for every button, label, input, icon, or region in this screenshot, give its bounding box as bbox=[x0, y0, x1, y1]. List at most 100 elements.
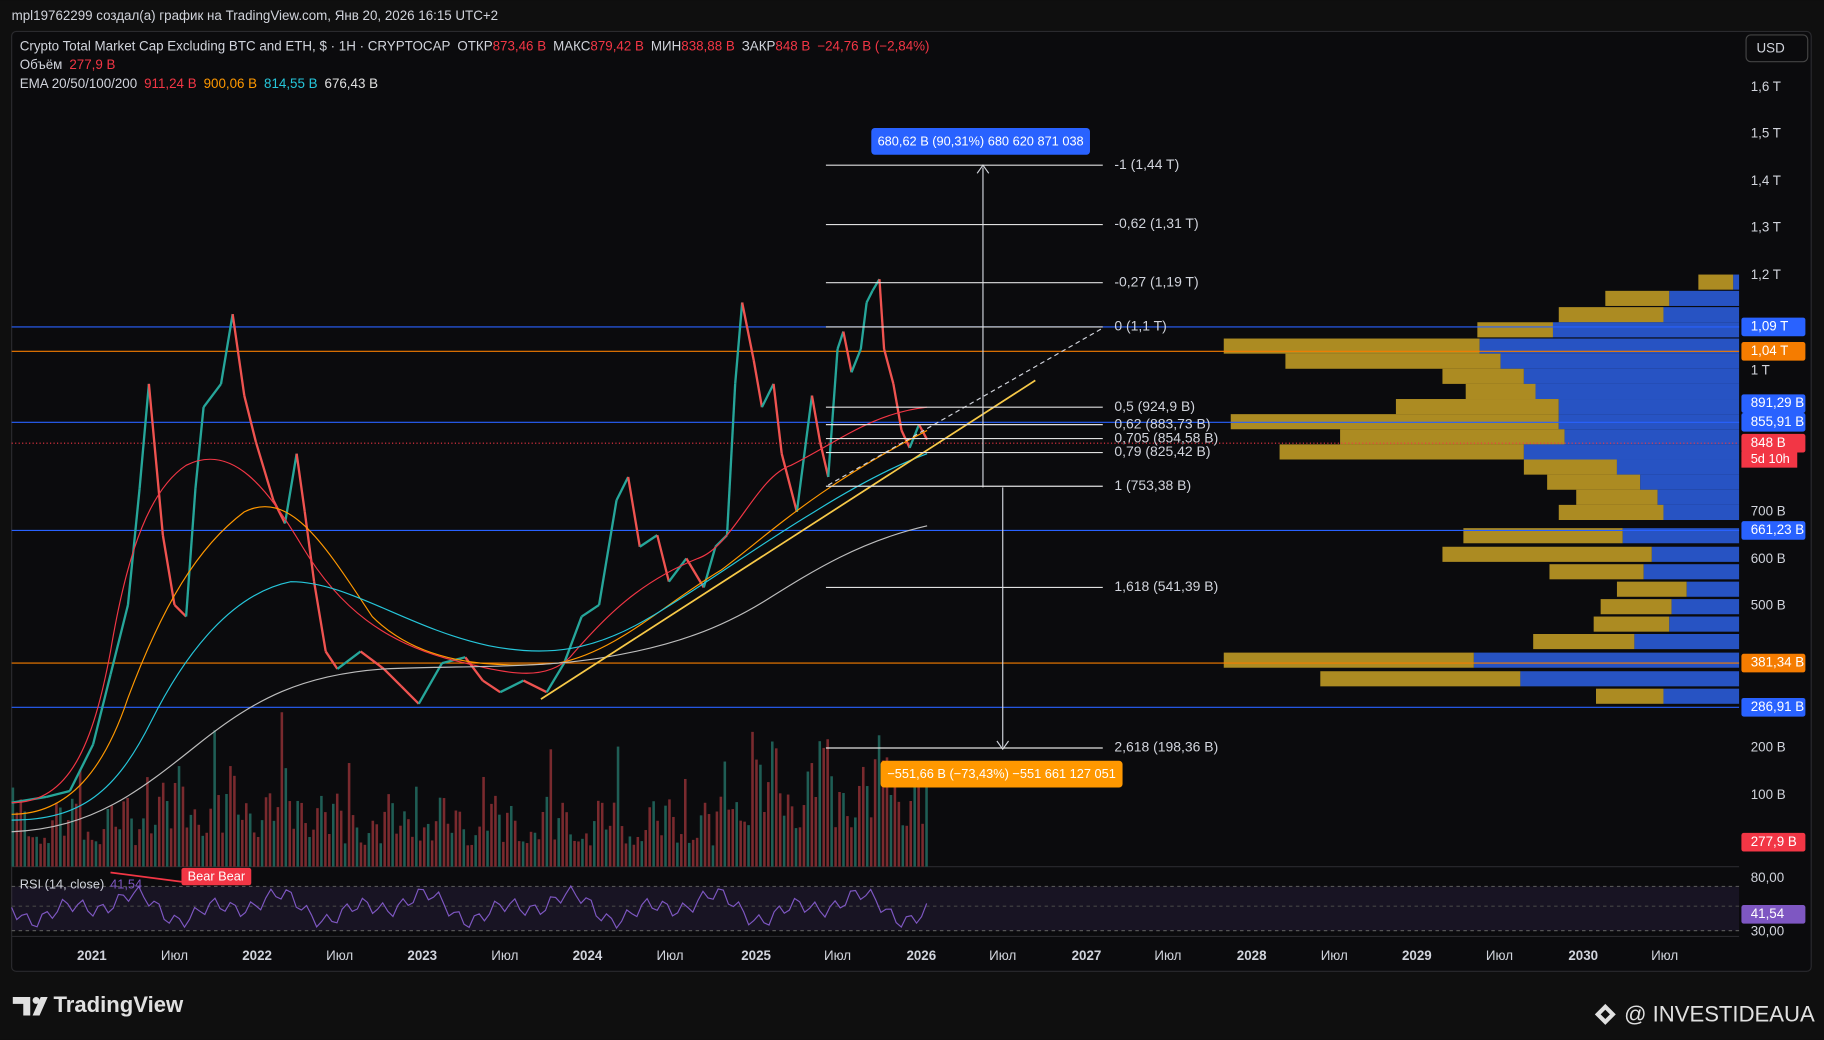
value: 900,06 B bbox=[204, 75, 258, 90]
volume-bar bbox=[296, 800, 299, 867]
price-segment bbox=[760, 383, 775, 408]
volume-bar bbox=[506, 812, 509, 867]
price-axis-label: 1,4 T bbox=[1751, 173, 1781, 188]
volume-bar bbox=[826, 739, 829, 867]
volume-bar bbox=[256, 837, 260, 867]
price-axis-label: 100 B bbox=[1751, 787, 1786, 802]
volume-bar bbox=[913, 775, 916, 867]
volume-bar bbox=[810, 763, 814, 867]
volume-bar bbox=[612, 802, 616, 867]
value: 838,88 B bbox=[681, 38, 735, 53]
volume-bar bbox=[600, 802, 604, 867]
volume-bar bbox=[565, 812, 568, 867]
volume-bar bbox=[383, 811, 386, 867]
change: −24,76 B (−2,84%) bbox=[817, 38, 929, 53]
volume-bar bbox=[541, 811, 545, 867]
volume-bar bbox=[782, 815, 786, 867]
volume-bar bbox=[561, 802, 564, 867]
time-axis-label: Июл bbox=[1321, 948, 1348, 963]
price-segment bbox=[865, 290, 874, 303]
volume-bar bbox=[921, 823, 924, 867]
volume-bar bbox=[304, 823, 307, 867]
volume-bar bbox=[233, 775, 236, 867]
profile-bar bbox=[1616, 459, 1740, 475]
volume-bar bbox=[581, 838, 584, 867]
arrow-head bbox=[996, 740, 1010, 751]
volume-bar bbox=[284, 768, 288, 867]
volume-bar bbox=[403, 811, 406, 867]
profile-bar bbox=[1733, 274, 1740, 290]
volume-bar bbox=[419, 840, 422, 867]
fib-label: 2,618 (198,36 B) bbox=[1114, 739, 1218, 755]
price-segment bbox=[184, 488, 197, 617]
volume-bar bbox=[308, 837, 311, 867]
price-badge bbox=[1741, 832, 1806, 852]
volume-bar bbox=[134, 845, 137, 867]
volume-bar bbox=[458, 811, 462, 867]
currency-button[interactable] bbox=[1745, 34, 1809, 63]
volume-bar bbox=[723, 761, 727, 867]
time-axis-label: Июл bbox=[824, 948, 851, 963]
value: 676,43 B bbox=[325, 75, 379, 90]
volume-bar bbox=[177, 766, 181, 867]
volume-bar bbox=[47, 843, 50, 867]
price-segment bbox=[615, 476, 630, 501]
fib-label: -0,62 (1,31 T) bbox=[1114, 215, 1198, 231]
profile-bar bbox=[1593, 616, 1670, 632]
volume-bar bbox=[897, 801, 901, 867]
volume-bar bbox=[755, 759, 758, 867]
volume-bar bbox=[854, 817, 857, 867]
price-segment bbox=[147, 383, 165, 536]
volume-bar bbox=[415, 786, 418, 867]
profile-bar bbox=[1442, 546, 1652, 562]
volume-bar bbox=[347, 763, 351, 867]
volume-bar bbox=[39, 843, 42, 867]
volume-bar bbox=[858, 785, 861, 867]
label: Объём bbox=[20, 57, 63, 72]
measure-label: 680,62 B (90,31%) 680 620 871 038 bbox=[878, 133, 1084, 148]
price-segment bbox=[109, 604, 130, 675]
price-segment bbox=[417, 662, 444, 705]
rsi-axis-label: 80,00 bbox=[1751, 870, 1784, 885]
volume-bar bbox=[70, 798, 74, 867]
volume-bar bbox=[731, 809, 735, 867]
rsi-badge-text: 41,54 bbox=[1751, 906, 1785, 921]
volume-bar bbox=[67, 820, 70, 867]
price-axis-label: 700 B bbox=[1751, 503, 1786, 518]
volume-bar bbox=[450, 832, 454, 867]
volume-bar bbox=[873, 759, 877, 867]
profile-bar bbox=[1564, 429, 1740, 445]
time-axis-label: Июл bbox=[1154, 948, 1181, 963]
volume-bar bbox=[814, 796, 818, 867]
countdown-badge bbox=[1741, 451, 1798, 468]
volume-bar bbox=[217, 795, 220, 867]
value: 277,9 B bbox=[69, 57, 115, 72]
volume-bar bbox=[339, 810, 343, 867]
profile-bar bbox=[1223, 338, 1480, 354]
volume-bar bbox=[747, 825, 750, 867]
profile-bar bbox=[1535, 383, 1740, 400]
volume-bar bbox=[616, 746, 620, 867]
price-segment bbox=[580, 603, 600, 618]
currency[interactable]: USD bbox=[1757, 40, 1786, 55]
profile-bar bbox=[1669, 616, 1740, 632]
volume bbox=[11, 712, 928, 867]
volume-bar bbox=[43, 837, 46, 867]
fib-label: 0,79 (825,42 B) bbox=[1114, 443, 1210, 459]
volume-bar bbox=[193, 809, 197, 867]
volume-bar bbox=[280, 712, 284, 867]
profile-bar bbox=[1634, 634, 1740, 650]
price-segment bbox=[194, 407, 205, 489]
volume-bar bbox=[331, 803, 335, 867]
volume-bar bbox=[185, 827, 189, 867]
measure-label: −551,66 B (−73,43%) −551 661 127 051 bbox=[887, 766, 1115, 781]
volume-bar bbox=[719, 796, 723, 867]
volume-bar bbox=[237, 814, 240, 867]
volume-bar bbox=[727, 809, 731, 867]
volume-bar bbox=[252, 832, 256, 867]
fib-label: 0,62 (883,73 B) bbox=[1114, 415, 1210, 431]
volume-bar bbox=[517, 841, 521, 867]
volume-bar bbox=[422, 827, 426, 867]
volume-bar bbox=[181, 786, 185, 867]
label: EMA 20/50/100/200 bbox=[20, 75, 137, 90]
